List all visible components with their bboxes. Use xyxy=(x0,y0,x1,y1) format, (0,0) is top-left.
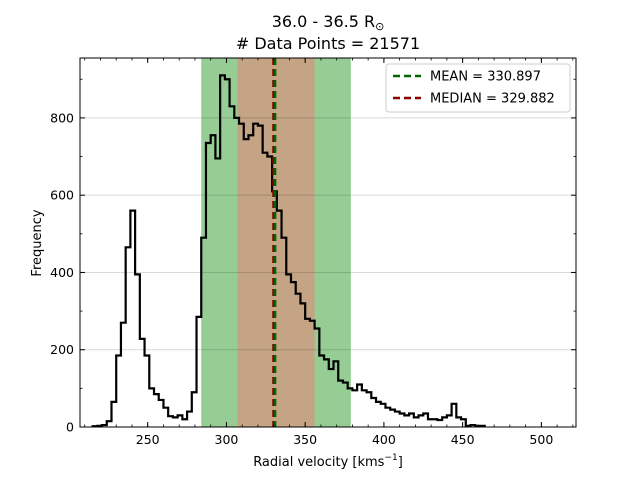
y-tick-label: 600 xyxy=(50,188,74,203)
legend-mean-label: MEAN = 330.897 xyxy=(430,70,541,85)
histogram-step-line xyxy=(91,74,486,428)
gridlines xyxy=(80,117,576,351)
chart-title-line2: # Data Points = 21571 xyxy=(236,34,420,53)
legend: MEAN = 330.897 MEDIAN = 329.882 xyxy=(385,63,571,113)
plot-frame xyxy=(79,57,577,428)
x-tick-label: 300 xyxy=(215,432,239,447)
x-tick-label: 500 xyxy=(529,432,553,447)
chart-title-line1: 36.0 - 36.5 R⊙ xyxy=(272,12,385,33)
sun-symbol: ⊙ xyxy=(375,20,384,33)
legend-box xyxy=(385,63,571,113)
title-range: 36.0 - 36.5 R xyxy=(272,12,375,31)
axis-ticks: 250 300 350 400 450 500 0 200 400 600 800 xyxy=(50,58,576,447)
y-tick-label: 800 xyxy=(50,110,74,125)
x-tick-label: 350 xyxy=(293,432,317,447)
y-tick-label: 200 xyxy=(50,342,74,357)
y-tick-label: 0 xyxy=(66,420,74,435)
y-tick-label: 400 xyxy=(50,265,74,280)
x-tick-label: 400 xyxy=(372,432,396,447)
legend-median-label: MEDIAN = 329.882 xyxy=(430,92,555,107)
x-axis-label: Radial velocity [kms−1] xyxy=(253,453,403,470)
x-axis-label-tail: ] xyxy=(398,455,403,470)
x-tick-label: 450 xyxy=(451,432,475,447)
x-tick-label: 250 xyxy=(136,432,160,447)
y-axis-label: Frequency xyxy=(30,209,45,276)
x-axis-label-main: Radial velocity [kms xyxy=(253,455,384,470)
x-axis-label-sup: −1 xyxy=(384,453,397,463)
